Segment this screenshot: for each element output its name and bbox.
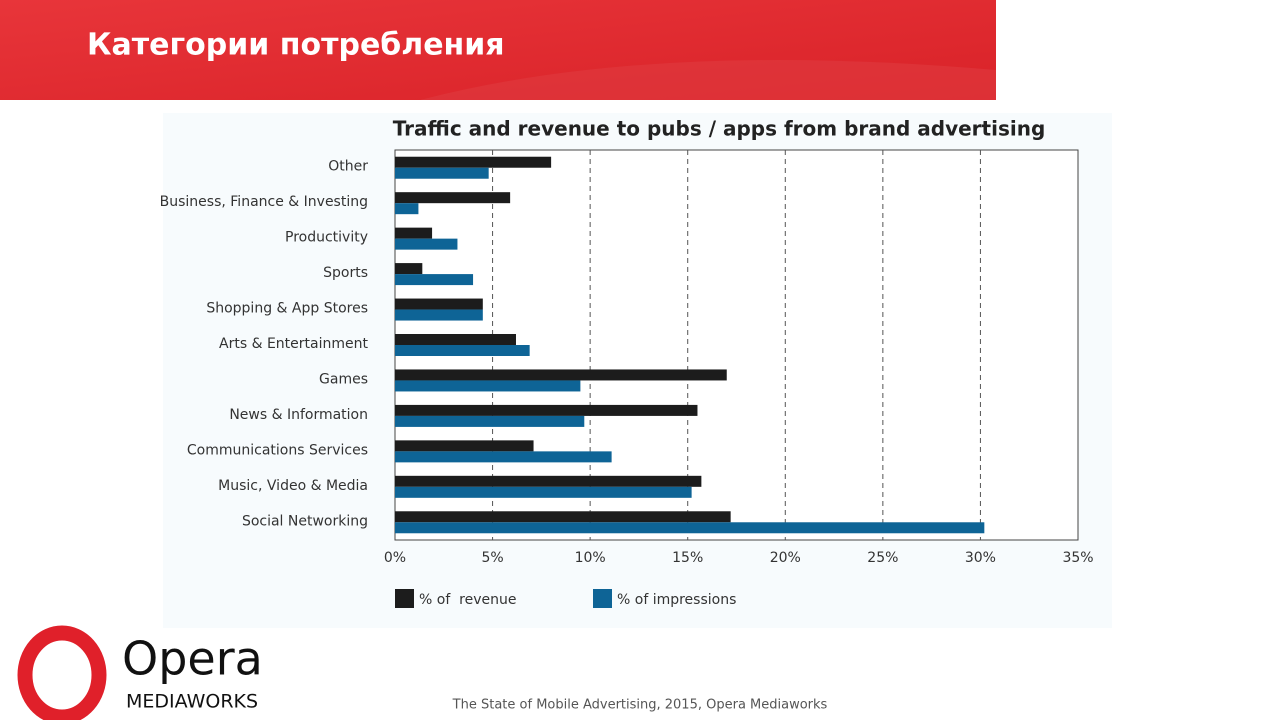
x-tick-label: 25% xyxy=(867,550,898,566)
y-tick-label: Sports xyxy=(323,265,368,281)
logo-name: Opera xyxy=(122,632,263,686)
bar xyxy=(395,440,534,452)
bar xyxy=(395,274,474,286)
logo-mark xyxy=(17,625,107,720)
x-tick-label: 5% xyxy=(481,550,503,566)
y-tick-label: Games xyxy=(319,371,368,387)
x-tick-label: 0% xyxy=(384,550,406,566)
logo-subtitle: MEDIAWORKS xyxy=(126,691,258,713)
plot: 0% 5% 10% 15% 20% 25% 30% 35% Other Business, Fin… xyxy=(160,149,1094,608)
source-note: The State of Mobile Advertising, 2015, O… xyxy=(452,698,828,713)
y-tick-label: Other xyxy=(328,159,368,175)
y-tick-label: Business, Finance & Investing xyxy=(160,194,368,210)
bar xyxy=(395,380,581,392)
bar xyxy=(395,238,458,250)
y-tick-label: Arts & Entertainment xyxy=(219,336,368,352)
legend-swatch xyxy=(395,589,414,608)
y-tick-label: News & Information xyxy=(229,407,368,423)
bar xyxy=(395,475,702,487)
header-wave xyxy=(420,60,996,100)
y-tick-label: Communications Services xyxy=(187,442,368,458)
x-tick-label: 35% xyxy=(1062,550,1093,566)
bar xyxy=(395,522,985,534)
slide-title: Категории потребления xyxy=(87,28,505,63)
bar xyxy=(395,511,731,523)
bar xyxy=(395,192,511,204)
y-tick-label: Social Networking xyxy=(242,513,368,529)
x-tick-label: 15% xyxy=(672,550,703,566)
y-tick-label: Productivity xyxy=(285,230,368,246)
bar xyxy=(395,167,489,179)
bar xyxy=(395,334,516,345)
bar xyxy=(395,298,483,310)
bar xyxy=(395,486,692,498)
legend-label: % of revenue xyxy=(419,592,516,608)
bar xyxy=(395,309,483,321)
x-tick-label: 30% xyxy=(965,550,996,566)
legend-label: % of impressions xyxy=(617,592,736,608)
y-tick-label: Shopping & App Stores xyxy=(206,301,368,317)
y-tick-label: Music, Video & Media xyxy=(218,478,368,494)
bar xyxy=(395,415,585,427)
bar xyxy=(395,345,530,356)
bar xyxy=(395,451,612,463)
bar xyxy=(395,156,552,168)
x-tick-label: 10% xyxy=(575,550,606,566)
bar xyxy=(395,404,698,416)
bar xyxy=(395,227,433,239)
bar xyxy=(395,263,423,275)
legend-swatch xyxy=(593,589,612,608)
bar xyxy=(395,203,419,215)
bar xyxy=(395,369,727,381)
chart-title: Traffic and revenue to pubs / apps from … xyxy=(393,117,1046,141)
x-tick-label: 20% xyxy=(770,550,801,566)
